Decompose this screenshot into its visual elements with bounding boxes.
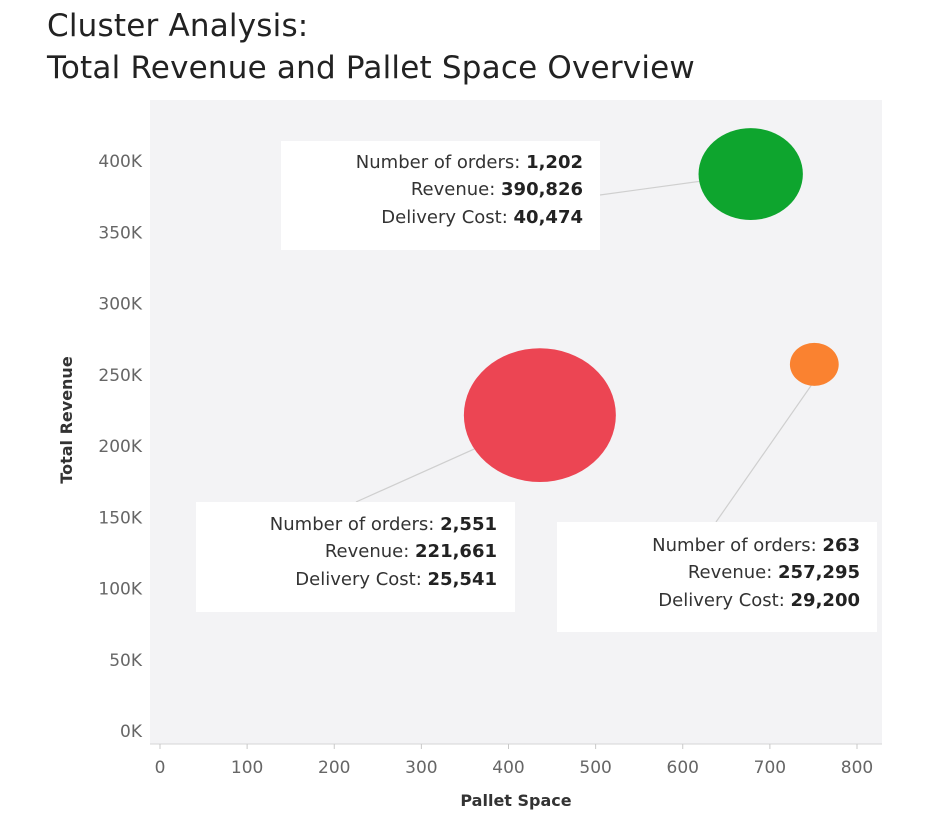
tooltip-label: Revenue: (325, 541, 415, 562)
tooltip-row: Delivery Cost: 29,200 (658, 590, 860, 611)
tooltip-value: 25,541 (428, 569, 497, 590)
tooltip-value: 221,661 (415, 541, 497, 562)
x-tick-label: 500 (579, 758, 611, 778)
tooltip-value: 263 (822, 535, 860, 556)
tooltip-value: 390,826 (501, 179, 583, 200)
x-tick-label: 200 (318, 758, 350, 778)
y-tick-label: 400K (98, 152, 142, 172)
x-tick-label: 600 (667, 758, 699, 778)
tooltip-value: 2,551 (440, 514, 497, 535)
x-tick-label: 400 (492, 758, 524, 778)
tooltip-box: Number of orders: 1,202 Revenue: 390,826 D… (281, 141, 600, 250)
x-tick-label: 100 (231, 758, 263, 778)
y-tick-label: 250K (98, 366, 142, 386)
x-axis-title: Pallet Space (460, 791, 571, 810)
chart-title-line-2: Total Revenue and Pallet Space Overview (47, 50, 695, 86)
y-tick-label: 150K (98, 508, 142, 528)
tooltip-value: 257,295 (778, 562, 860, 583)
chart-title-line-1: Cluster Analysis: (47, 8, 309, 44)
tooltip-label: Delivery Cost: (658, 590, 790, 611)
y-tick-label: 0K (120, 722, 143, 742)
tooltip-row: Delivery Cost: 25,541 (295, 569, 497, 590)
tooltip-label: Number of orders: (270, 514, 440, 535)
tooltip-row: Number of orders: 2,551 (270, 514, 497, 535)
tooltip-row: Number of orders: 263 (652, 535, 860, 556)
y-tick-label: 50K (109, 651, 143, 671)
axes: 0 100 200 300 400 500 600 700 800 0K 50K 100K 150K 20… (98, 152, 882, 778)
y-axis-title: Total Revenue (57, 356, 76, 484)
y-tick-label: 200K (98, 437, 142, 457)
x-tick-label: 800 (841, 758, 873, 778)
bubble-point[interactable] (698, 128, 803, 220)
tooltip-background (281, 141, 600, 250)
tooltip-row: Revenue: 221,661 (325, 541, 497, 562)
tooltip-leader-line (715, 379, 816, 523)
tooltip-row: Delivery Cost: 40,474 (381, 207, 583, 228)
x-tick-label: 0 (155, 758, 166, 778)
x-tick-label: 300 (405, 758, 437, 778)
tooltip-value: 29,200 (791, 590, 860, 611)
x-tick-label: 700 (754, 758, 786, 778)
bubble-point[interactable] (463, 348, 616, 483)
y-tick-label: 350K (98, 223, 142, 243)
tooltip-box: Number of orders: 2,551 Revenue: 221,661 D… (196, 502, 515, 612)
tooltip-row: Revenue: 390,826 (411, 179, 583, 200)
tooltip-row: Number of orders: 1,202 (356, 152, 583, 173)
tooltip-background (196, 502, 515, 612)
tooltip-background (557, 522, 877, 632)
tooltips: Number of orders: 1,202 Revenue: 390,826 D… (196, 141, 877, 632)
y-tick-label: 100K (98, 580, 142, 600)
tooltip-row: Revenue: 257,295 (688, 562, 860, 583)
tooltip-label: Revenue: (411, 179, 501, 200)
tooltip-box: Number of orders: 263 Revenue: 257,295 Del… (557, 522, 877, 632)
tooltip-label: Number of orders: (652, 535, 822, 556)
tooltip-label: Revenue: (688, 562, 778, 583)
y-tick-label: 300K (98, 295, 142, 315)
tooltip-label: Delivery Cost: (295, 569, 427, 590)
bubble-point[interactable] (789, 342, 839, 386)
tooltip-value: 40,474 (514, 207, 583, 228)
tooltip-label: Delivery Cost: (381, 207, 513, 228)
tooltip-value: 1,202 (526, 152, 583, 173)
data-points (463, 128, 839, 483)
tooltip-label: Number of orders: (356, 152, 526, 173)
